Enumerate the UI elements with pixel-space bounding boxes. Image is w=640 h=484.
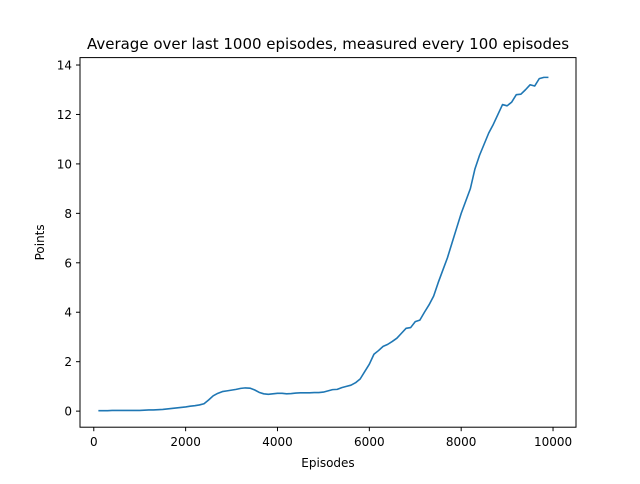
y-axis-ticks: 0 2 4 6 8 10 12 14 bbox=[57, 59, 80, 419]
axes-frame bbox=[79, 57, 577, 428]
y-tick-label: 2 bbox=[64, 355, 72, 369]
y-tick-label: 12 bbox=[57, 108, 72, 122]
y-axis-label: Points bbox=[33, 224, 47, 260]
series-line-0 bbox=[98, 76, 549, 412]
y-tick-label: 4 bbox=[64, 306, 72, 320]
x-tick-label: 0 bbox=[90, 435, 98, 449]
y-tick-label: 0 bbox=[64, 405, 72, 419]
y-tick-label: 14 bbox=[57, 59, 72, 73]
x-tick-label: 4000 bbox=[262, 435, 293, 449]
y-tick-label: 10 bbox=[57, 157, 72, 171]
x-tick-label: 10000 bbox=[534, 435, 572, 449]
x-tick-label: 6000 bbox=[354, 435, 385, 449]
x-tick-label: 8000 bbox=[446, 435, 477, 449]
chart-title: Average over last 1000 episodes, measure… bbox=[87, 35, 569, 53]
x-tick-label: 2000 bbox=[170, 435, 201, 449]
y-tick-label: 6 bbox=[64, 256, 72, 270]
plot-area bbox=[98, 76, 549, 412]
x-axis-label: Episodes bbox=[301, 456, 354, 470]
x-axis-ticks: 0 2000 4000 6000 8000 10000 bbox=[90, 427, 572, 449]
y-tick-label: 8 bbox=[64, 207, 72, 221]
